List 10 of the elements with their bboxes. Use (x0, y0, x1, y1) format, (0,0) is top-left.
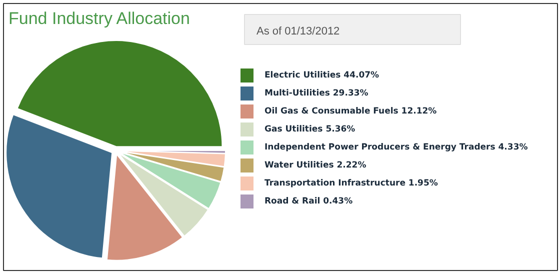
legend-label: Water Utilities 2.22% (264, 160, 367, 170)
legend-label: Multi-Utilities 29.33% (264, 88, 369, 98)
legend-label: Transportation Infrastructure 1.95% (264, 178, 438, 188)
legend-label: Gas Utilities 5.36% (264, 124, 356, 134)
legend-label: Oil Gas & Consumable Fuels 12.12% (264, 106, 438, 116)
chart-subtitle: As of 01/13/2012 (256, 26, 340, 38)
legend-label: Independent Power Producers & Energy Traders 4.33% (264, 142, 528, 152)
chart-title: Fund Industry Allocation (8, 9, 190, 28)
legend-label: Electric Utilities 44.07% (264, 70, 380, 80)
legend-label: Road & Rail 0.43% (264, 196, 354, 206)
